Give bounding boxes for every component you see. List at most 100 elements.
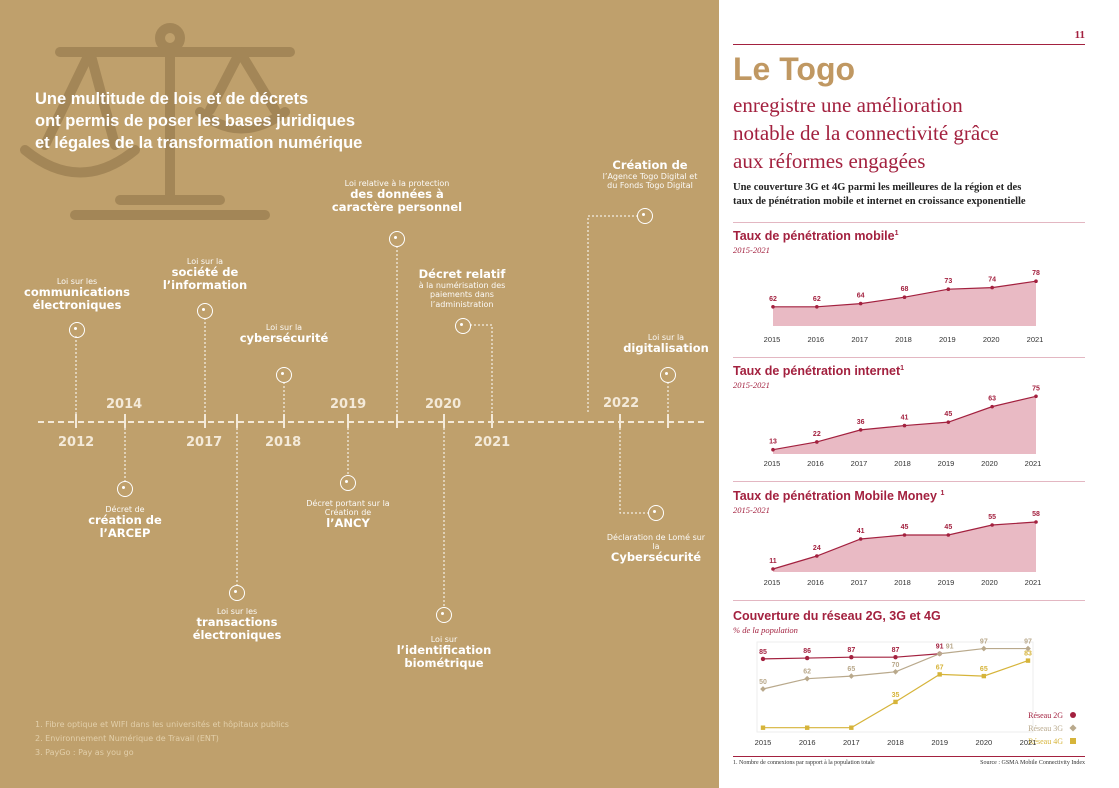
event-small: l’Agence Togo Digital et du Fonds Togo D… — [602, 172, 698, 191]
chart-subtitle: 2015-2021 — [733, 505, 770, 515]
timeline-panel: Une multitude de lois et de décrets ont … — [0, 0, 719, 788]
chart-subtitle: 2015-2021 — [733, 380, 770, 390]
event-big: l’identification biométrique — [396, 643, 492, 671]
legend-label: Réseau 3G — [1028, 724, 1063, 733]
headline-line: et légales de la transformation numériqu… — [35, 134, 363, 152]
event-big: Cybersécurité — [610, 550, 702, 565]
area-fill — [773, 396, 1036, 454]
x-tick-label: 2016 — [807, 335, 824, 344]
chart-subtitle: % de la population — [733, 625, 798, 635]
subtitle-line: notable de la connectivité grâce — [733, 121, 999, 145]
data-label: 35 — [892, 692, 900, 699]
x-tick-label: 2017 — [851, 335, 868, 344]
lead-text: Une couverture 3G et 4G parmi les meille… — [733, 181, 1026, 209]
event-big: Création de — [612, 158, 688, 172]
plot-frame — [756, 641, 1034, 733]
x-tick-label: 2021 — [1025, 578, 1042, 587]
legend-marker — [1069, 724, 1077, 732]
chart-subtitle: 2015-2021 — [733, 245, 770, 255]
data-label: 64 — [857, 293, 865, 300]
year-label: 2014 — [106, 397, 143, 412]
legend-marker — [1070, 738, 1076, 744]
data-label: 87 — [847, 647, 855, 654]
data-point — [946, 533, 951, 537]
data-label: 97 — [980, 639, 988, 646]
chart-title-sup: 1 — [894, 229, 899, 237]
x-tick-label: 2020 — [981, 578, 998, 587]
chart-title-sup: 1 — [940, 489, 945, 497]
event-marker — [637, 208, 653, 224]
event-big: cybersécurité — [239, 331, 329, 346]
event-small: Loi relative à la protection — [344, 179, 450, 188]
event-label: Loi sur l’identification biométrique — [389, 635, 499, 671]
mobile-penetration-chart: 62 62 64 68 73 74 78 2015 2016 2017 2018 2019 2020 20… — [764, 270, 1044, 344]
headline: Une multitude de lois et de décrets ont … — [35, 88, 362, 154]
event-marker — [117, 481, 133, 497]
data-label: 87 — [892, 647, 900, 654]
connector-lines — [75, 215, 669, 608]
data-label: 55 — [988, 514, 996, 521]
data-point — [946, 287, 951, 291]
data-point — [1034, 394, 1038, 399]
data-label: 73 — [944, 278, 952, 285]
data-point — [815, 440, 819, 444]
x-tick-label: 2019 — [939, 335, 956, 344]
year-label: 2017 — [186, 435, 223, 450]
data-label: 45 — [944, 524, 952, 531]
event-small: Déclaration de Lomé sur la — [606, 533, 706, 552]
x-tick-label: 2017 — [851, 459, 868, 468]
event-marker — [197, 303, 213, 319]
scales-of-justice-icon — [20, 23, 295, 220]
event-marker — [276, 367, 292, 383]
data-label: 78 — [1032, 270, 1040, 277]
data-point — [892, 668, 899, 675]
data-label: 70 — [892, 662, 900, 669]
x-tick-label: 2018 — [894, 459, 911, 468]
internet-penetration-chart: 13 22 36 41 45 63 75 2015 2016 2017 2018 2019 2020 20… — [764, 385, 1042, 468]
x-tick-label: 2016 — [807, 459, 824, 468]
data-label: 65 — [847, 666, 855, 673]
event-small: à la numérisation des paiements dans l’a… — [418, 281, 506, 309]
x-tick-label: 2015 — [764, 459, 781, 468]
event-small: Loi sur les — [216, 607, 258, 616]
data-point — [902, 295, 907, 299]
event-big: société de l’information — [162, 265, 248, 293]
data-label: 58 — [1032, 511, 1040, 518]
event-big: création de l’ARCEP — [88, 513, 162, 541]
x-tick-label: 2018 — [894, 578, 911, 587]
data-point — [804, 725, 810, 730]
footnote: 1. Fibre optique et WIFI dans les univer… — [35, 720, 289, 729]
data-point — [760, 656, 766, 662]
data-label: 45 — [944, 411, 952, 418]
data-label: 11 — [769, 558, 777, 565]
event-small: Loi sur la — [186, 257, 224, 266]
stats-panel: 11 Le Togo enregistre une amélioration n… — [719, 0, 1119, 788]
legend-label: Réseau 4G — [1028, 737, 1063, 746]
data-point — [849, 654, 854, 660]
x-tick-label: 2020 — [981, 459, 998, 468]
event-label: Loi relative à la protection des données… — [322, 179, 472, 215]
x-tick-label: 2020 — [983, 335, 1000, 344]
event-marker — [389, 231, 405, 247]
event-big: digitalisation — [623, 341, 709, 356]
chart-title: Taux de pénétration internet1 — [733, 364, 904, 378]
event-label: Décret portant sur la Création de l’ANCY — [298, 499, 398, 531]
data-point — [804, 675, 810, 682]
data-point — [771, 305, 775, 309]
data-label: 24 — [813, 545, 821, 552]
data-point — [760, 725, 766, 730]
data-label: 22 — [813, 431, 821, 438]
x-tick-label: 2016 — [799, 738, 816, 747]
data-label: 41 — [901, 415, 909, 422]
footer-rule — [733, 756, 1085, 757]
event-big: communications électroniques — [24, 285, 130, 313]
x-tick-label: 2018 — [887, 738, 904, 747]
event-marker — [455, 318, 471, 334]
event-big: l’ANCY — [326, 516, 370, 531]
x-tick-label: 2020 — [975, 738, 992, 747]
data-point — [893, 654, 898, 660]
data-point — [1025, 645, 1031, 652]
headline-line: ont permis de poser les bases juridiques — [35, 112, 356, 130]
data-label: 62 — [813, 296, 821, 303]
data-point — [981, 673, 987, 679]
